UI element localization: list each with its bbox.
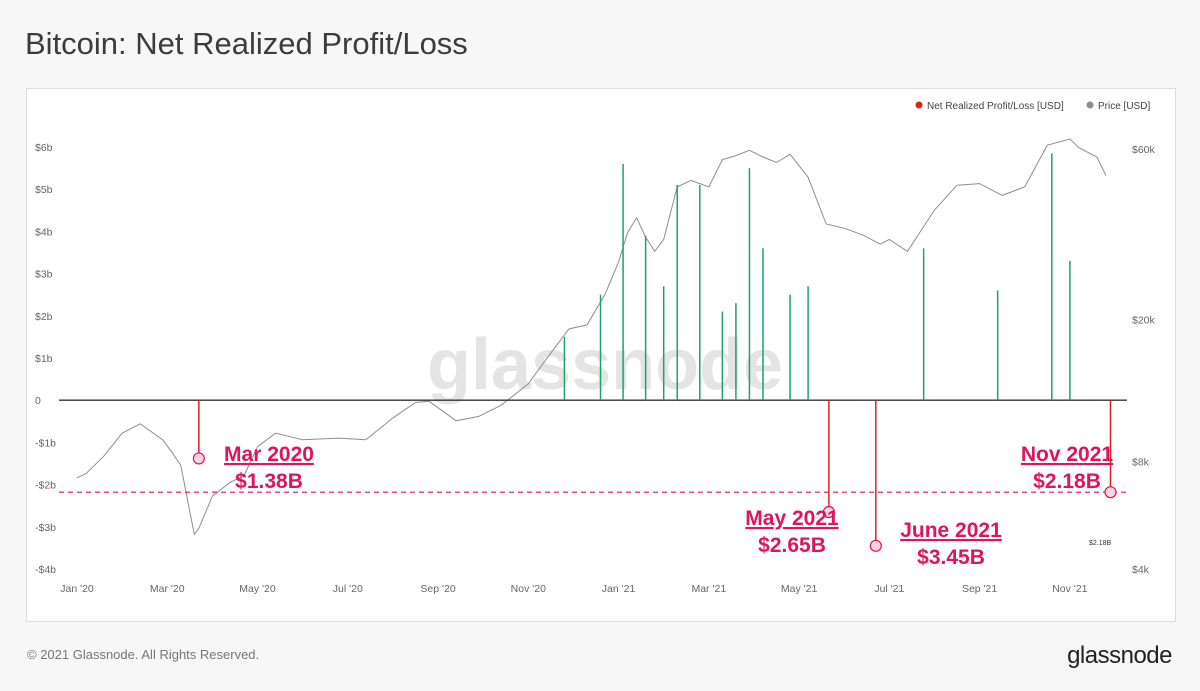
x-tick-label: Sep '20 — [420, 583, 455, 595]
footer-logo: glassnode — [1067, 642, 1172, 669]
x-tick-label: May '21 — [781, 583, 818, 595]
y-left-tick-label: -$3b — [35, 522, 56, 534]
y-left-tick-label: $5b — [35, 184, 53, 196]
annotation-marker — [869, 539, 882, 552]
annotation-date: Mar 2020 — [224, 443, 314, 466]
x-tick-label: Jul '20 — [333, 583, 363, 595]
annotation-date: May 2021 — [745, 507, 839, 530]
y-left-tick-label: -$1b — [35, 437, 56, 449]
chart-panel: glassnode Net Realized Profit/Loss [USD] P… — [26, 88, 1176, 622]
x-tick-label: Mar '20 — [150, 583, 185, 595]
x-tick-label: Jul '21 — [874, 583, 904, 595]
y-left-tick-label: 0 — [35, 395, 41, 407]
legend-marker — [1086, 101, 1094, 109]
y-right-tick-label: $60k — [1132, 144, 1156, 156]
reference-line-label: $2.18B — [1089, 540, 1112, 547]
y-right-tick-label: $20k — [1132, 314, 1156, 326]
legend-label: Net Realized Profit/Loss [USD] — [927, 101, 1064, 112]
y-left-tick-label: -$2b — [35, 480, 56, 492]
annotation-marker — [822, 505, 835, 519]
y-left-tick-label: -$4b — [35, 564, 56, 576]
x-tick-label: Jan '21 — [602, 583, 636, 595]
watermark-text: glassnode — [427, 325, 783, 405]
x-tick-label: Nov '21 — [1052, 583, 1087, 595]
annotation-amount: $3.45B — [917, 546, 985, 569]
x-tick-label: Jan '20 — [60, 583, 94, 595]
x-tick-label: Nov '20 — [511, 583, 546, 595]
y-left-tick-label: $4b — [35, 226, 53, 238]
y-left-tick-label: $3b — [35, 269, 53, 281]
annotation-amount: $2.18B — [1033, 470, 1101, 493]
price-line — [76, 138, 1107, 536]
annotation-date: June 2021 — [900, 519, 1002, 542]
x-tick-label: Mar '21 — [691, 583, 726, 595]
x-tick-label: Sep '21 — [962, 583, 997, 595]
annotation-amount: $1.38B — [235, 470, 303, 493]
y-right-tick-label: $8k — [1132, 456, 1150, 468]
legend-label: Price [USD] — [1098, 101, 1150, 112]
x-tick-label: May '20 — [239, 583, 276, 595]
legend-marker — [915, 101, 923, 109]
footer-copyright: © 2021 Glassnode. All Rights Reserved. — [27, 647, 260, 662]
y-left-tick-label: $2b — [35, 311, 53, 323]
y-left-tick-label: $6b — [35, 142, 53, 154]
y-left-tick-label: $1b — [35, 353, 53, 365]
y-right-tick-label: $4k — [1132, 564, 1150, 576]
chart-title: Bitcoin: Net Realized Profit/Loss — [25, 26, 468, 61]
annotation-date: Nov 2021 — [1021, 443, 1114, 466]
annotation-marker — [1104, 486, 1117, 499]
annotation-marker — [192, 452, 205, 465]
annotation-amount: $2.65B — [758, 534, 826, 557]
chart-svg: glassnode Net Realized Profit/Loss [USD] P… — [35, 101, 1156, 595]
